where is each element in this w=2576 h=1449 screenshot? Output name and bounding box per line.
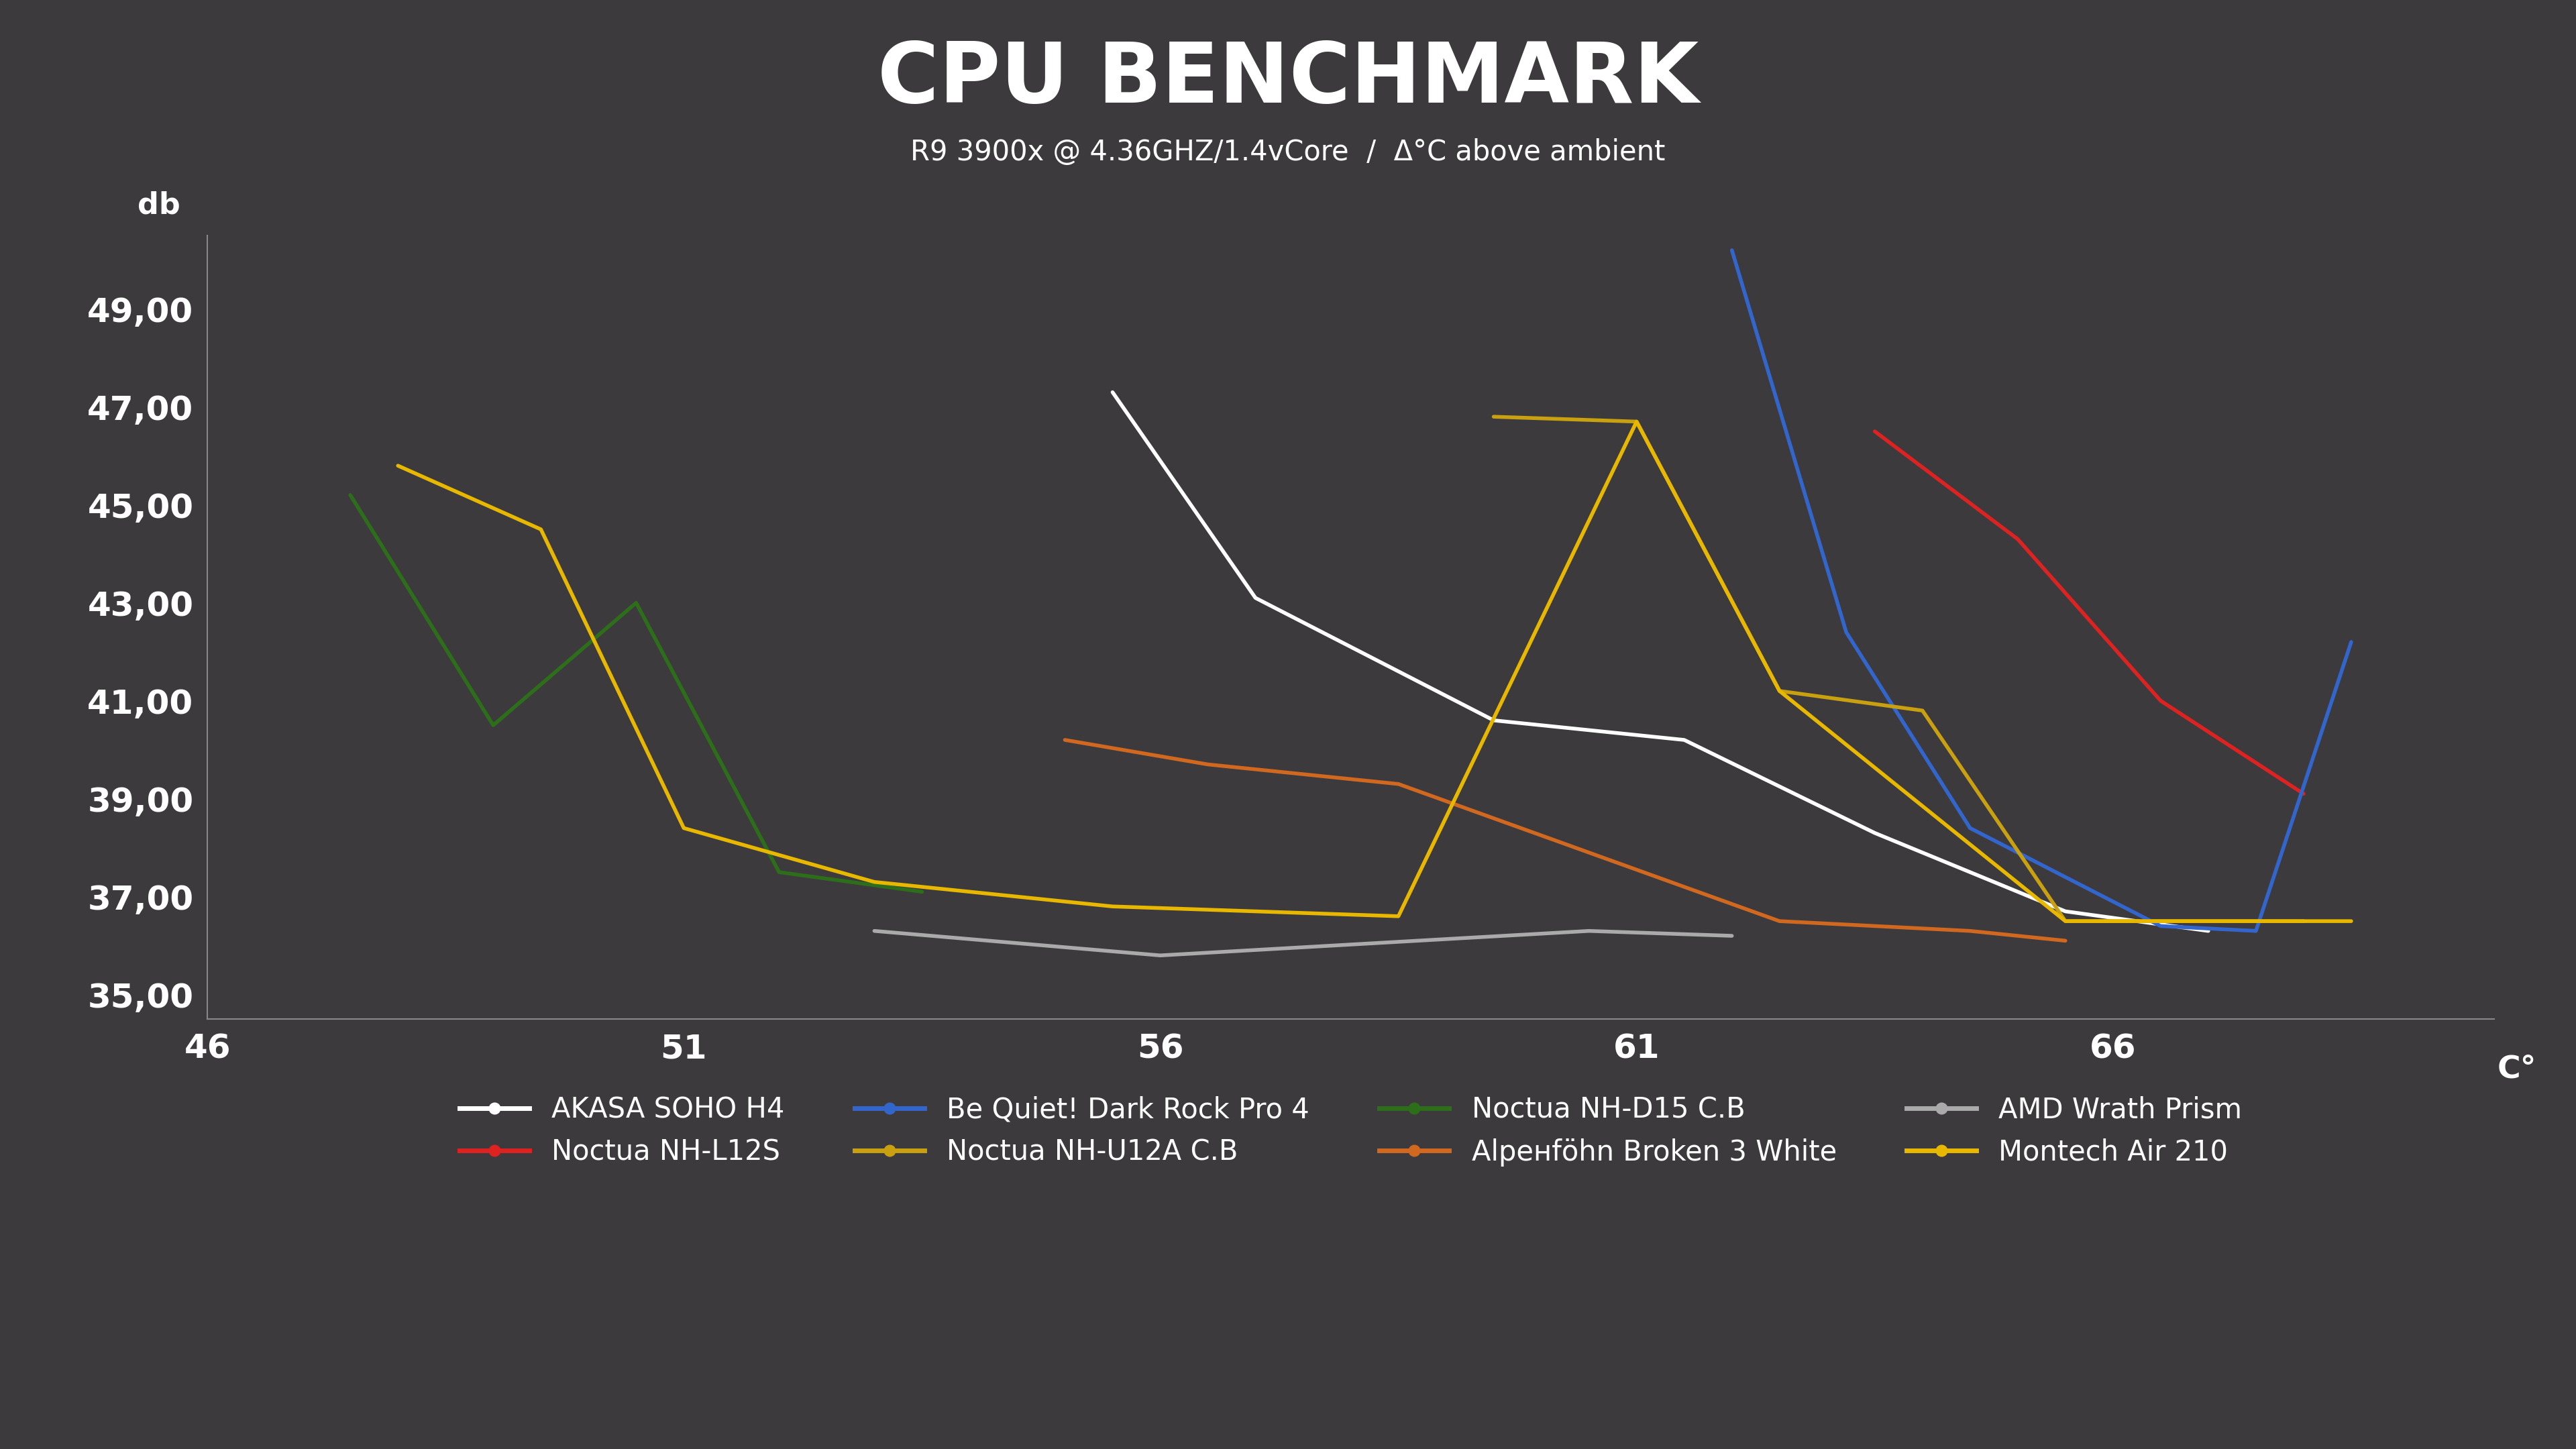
Text: CPU BENCHMARK: CPU BENCHMARK — [878, 39, 1698, 120]
Text: R9 3900x @ 4.36GHZ/1.4vCore  /  Δ°C above ambient: R9 3900x @ 4.36GHZ/1.4vCore / Δ°C above … — [909, 138, 1667, 167]
Legend: AKASA SOHO H4, Noctua NH-L12S, Be Quiet! Dark Rock Pro 4, Noctua NH-U12A C.B, No: AKASA SOHO H4, Noctua NH-L12S, Be Quiet!… — [448, 1085, 2254, 1178]
Y-axis label: db: db — [137, 191, 180, 220]
X-axis label: C°: C° — [2496, 1055, 2537, 1084]
